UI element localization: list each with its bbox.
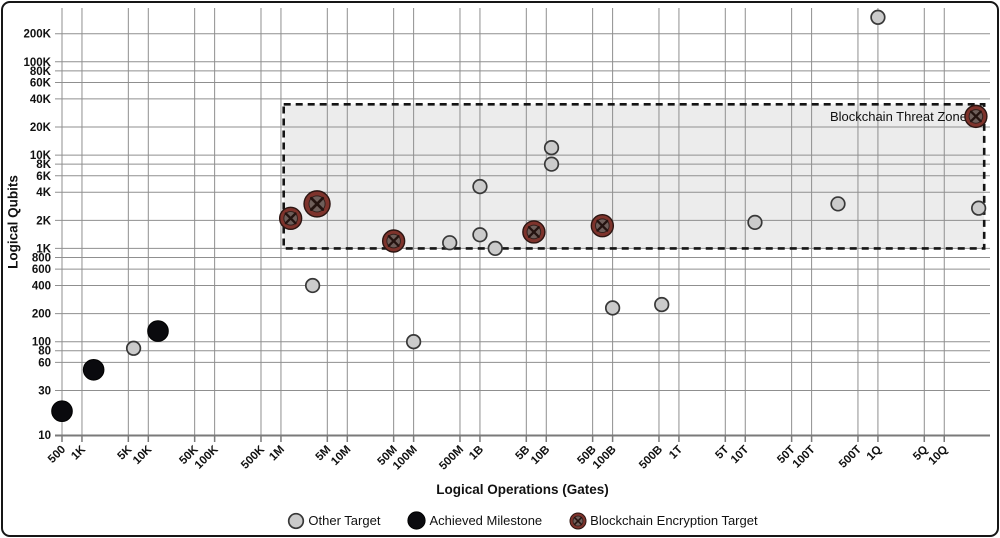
data-point-other-target[interactable] [971, 200, 987, 216]
y-tick-label: 100 [32, 337, 51, 349]
data-point-other-target[interactable] [543, 156, 560, 172]
y-tick-label: 100K [24, 57, 52, 69]
y-tick-label: 200K [24, 29, 52, 41]
y-tick-label: 8K [36, 159, 51, 171]
data-point-other-target[interactable] [405, 334, 422, 350]
x-tick-label: 10Q [927, 444, 951, 468]
achieved-milestone-marker-icon [407, 511, 427, 530]
threat-zone-border [282, 103, 986, 250]
x-tick-label: 500B [637, 444, 665, 472]
data-point-blockchain-encryption-target[interactable] [964, 104, 988, 129]
data-point-achieved-milestone[interactable] [51, 400, 73, 422]
y-tick-label: 600 [32, 264, 51, 276]
x-tick-label: 100K [193, 443, 221, 471]
data-point-other-target[interactable] [442, 235, 458, 251]
data-point-other-target[interactable] [472, 178, 488, 195]
data-point-other-target[interactable] [543, 140, 560, 156]
data-point-other-target[interactable] [747, 214, 763, 231]
data-point-achieved-milestone[interactable] [82, 358, 105, 381]
data-point-achieved-milestone[interactable] [147, 320, 169, 342]
y-tick-label: 400 [32, 281, 51, 293]
x-tick-label: 100B [591, 444, 619, 472]
data-point-other-target[interactable] [830, 196, 846, 212]
y-tick-label: 10 [38, 430, 51, 442]
y-axis-title: Logical Qubits [5, 175, 21, 269]
x-tick-label: 100T [791, 444, 818, 471]
x-tick-label: 10T [729, 444, 752, 467]
y-tick-label: 60K [30, 77, 52, 89]
x-tick-label: 500M [437, 444, 466, 472]
data-point-other-target[interactable] [487, 240, 503, 257]
x-tick-label: 1T [667, 444, 685, 462]
x-tick-label: 5T [713, 444, 731, 462]
data-point-other-target[interactable] [654, 296, 670, 313]
legend-item-blockchain-encryption-target[interactable]: Blockchain Encryption Target [569, 512, 758, 530]
data-point-blockchain-encryption-target[interactable] [278, 206, 303, 231]
data-point-other-target[interactable] [472, 227, 488, 243]
x-tick-label: 1B [467, 444, 486, 463]
legend-label: Blockchain Encryption Target [590, 513, 758, 528]
x-tick-label: 1K [69, 443, 88, 462]
data-point-other-target[interactable] [604, 300, 621, 316]
legend: Other Target Achieved Milestone Blockcha… [45, 511, 1000, 530]
other-target-marker-icon [287, 512, 305, 530]
data-point-blockchain-encryption-target[interactable] [303, 190, 331, 218]
legend-item-other-target[interactable]: Other Target [287, 512, 380, 530]
threat-zone-label: Blockchain Threat Zone [830, 109, 967, 124]
y-tick-label: 60 [38, 357, 51, 369]
y-tick-label: 80 [38, 346, 51, 358]
x-tick-label: 10B [529, 444, 552, 467]
chart-canvas: 103060801002004006008001K2K4K6K8K10K20K4… [24, 8, 990, 472]
y-tick-label: 10K [30, 150, 52, 162]
y-tick-label: 6K [36, 171, 51, 183]
y-tick-label: 80K [30, 66, 52, 78]
y-tick-label: 30 [38, 385, 51, 397]
y-tick-label: 20K [30, 122, 52, 134]
x-tick-label: 10K [131, 443, 155, 467]
data-point-blockchain-encryption-target[interactable] [590, 214, 615, 238]
y-tick-label: 4K [36, 187, 51, 199]
data-point-blockchain-encryption-target[interactable] [522, 220, 546, 244]
threat-zone-area [283, 104, 985, 249]
x-tick-label: 1M [267, 444, 287, 464]
legend-label: Achieved Milestone [429, 513, 543, 528]
x-tick-label: 10M [329, 444, 353, 468]
x-tick-label: 500K [239, 443, 267, 471]
x-tick-label: 500 [46, 444, 68, 466]
x-tick-label: 1Q [865, 444, 884, 463]
legend-item-achieved-milestone[interactable]: Achieved Milestone [407, 511, 542, 530]
y-tick-label: 1K [36, 243, 51, 255]
data-point-other-target[interactable] [304, 277, 321, 294]
y-tick-label: 800 [32, 252, 51, 264]
y-tick-label: 200 [32, 309, 51, 321]
blockchain-encryption-target-marker-icon [569, 512, 587, 530]
legend-label: Other Target [308, 513, 381, 528]
data-point-other-target[interactable] [125, 340, 142, 356]
x-axis-title: Logical Operations (Gates) [436, 482, 609, 497]
y-tick-label: 40K [30, 94, 52, 106]
data-point-other-target[interactable] [870, 9, 886, 25]
data-point-blockchain-encryption-target[interactable] [381, 229, 406, 253]
x-tick-label: 500T [837, 444, 864, 471]
y-tick-label: 2K [36, 215, 51, 227]
